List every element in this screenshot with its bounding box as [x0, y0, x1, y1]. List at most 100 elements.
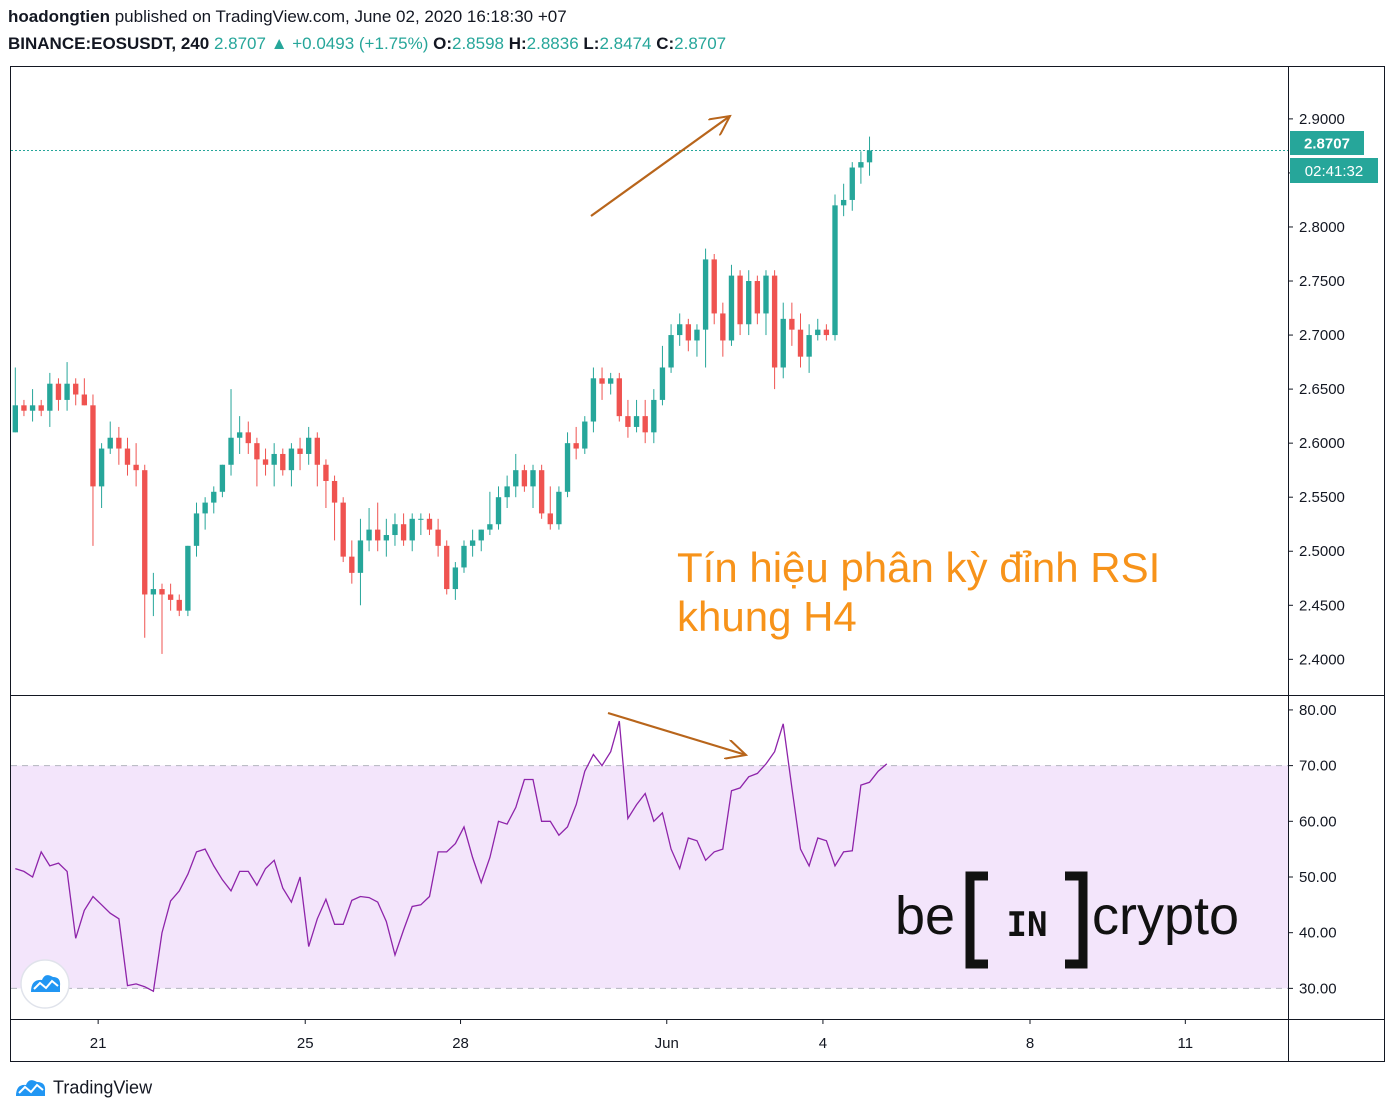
rsi-tick-label: 60.00	[1299, 813, 1337, 830]
candle-body	[780, 318, 786, 368]
candle-body	[64, 383, 70, 400]
rsi-tick-label: 80.00	[1299, 702, 1337, 719]
candle-body	[193, 513, 200, 546]
candle-body	[858, 162, 864, 168]
candle-body	[90, 405, 96, 487]
up-triangle-icon: ▲	[270, 34, 288, 53]
candle-body	[728, 275, 735, 341]
close-value: 2.8707	[674, 34, 727, 53]
low-label: L:	[583, 34, 600, 53]
rsi-tick-label: 50.00	[1299, 869, 1337, 886]
candle-body	[409, 518, 415, 541]
candle-body	[694, 329, 700, 341]
rsi-band	[11, 765, 1288, 989]
price-divergence-arrow[interactable]	[590, 116, 730, 217]
candle-body	[823, 329, 830, 336]
annotation-line-1: Tín hiệu phân kỳ đỉnh RSI	[677, 544, 1160, 591]
candle-body	[538, 470, 545, 514]
candle-body	[107, 437, 113, 449]
candle-body	[737, 275, 743, 325]
candle-body	[159, 589, 165, 595]
candle-body	[219, 464, 226, 492]
candle-body	[789, 318, 795, 330]
close-label: C:	[656, 34, 675, 53]
candle-body	[651, 399, 657, 433]
candle-body	[124, 448, 131, 465]
candle-body	[668, 335, 674, 368]
price-tick-label: 2.6000	[1299, 435, 1345, 452]
candle-body	[659, 367, 666, 400]
candle-body	[366, 529, 372, 541]
candle-body	[280, 453, 286, 471]
candle-body	[556, 491, 562, 525]
candle-body	[685, 324, 692, 341]
published-text: published on TradingView.com, June 02, 2…	[114, 7, 567, 26]
logo-be: be	[895, 886, 955, 946]
countdown-badge	[1290, 158, 1378, 183]
candle-body	[375, 529, 381, 541]
candle-body	[607, 378, 614, 384]
footer-brand[interactable]: TradingView	[53, 1077, 153, 1098]
last-price-badge	[1290, 131, 1364, 155]
candle-body	[478, 529, 484, 541]
candle-body	[590, 378, 597, 422]
candle-body	[564, 443, 571, 492]
candle-body	[400, 524, 407, 541]
candle-body	[357, 540, 364, 573]
candle-body	[142, 470, 148, 595]
candle-body	[245, 432, 251, 444]
price-tick-label: 2.8000	[1299, 219, 1345, 236]
time-tick-label: 8	[1026, 1035, 1034, 1052]
candle-body	[167, 594, 174, 600]
candle-body	[771, 275, 778, 368]
high-label: H:	[508, 34, 527, 53]
candle-body	[797, 329, 804, 357]
author-name[interactable]: hoadongtien	[8, 7, 110, 26]
candle-body	[866, 150, 873, 163]
time-tick-label: 28	[452, 1035, 469, 1052]
price-tick-label: 2.5000	[1299, 543, 1345, 560]
publish-line: hoadongtien published on TradingView.com…	[8, 7, 567, 27]
symbol-label: BINANCE:EOSUSDT, 240	[8, 34, 210, 53]
candle-body	[314, 437, 320, 465]
rsi-axis[interactable]: 80.00 70.00 60.00 50.00 40.00 30.00	[1288, 702, 1337, 997]
candle-body	[21, 405, 27, 411]
price-axis[interactable]: 2.90002.85002.80002.75002.70002.65002.60…	[1288, 111, 1345, 668]
rsi-divergence-arrow[interactable]	[607, 711, 746, 755]
candle-body	[469, 540, 476, 546]
time-tick-label: 25	[297, 1035, 314, 1052]
candle-body	[625, 416, 631, 427]
rsi-tick-label: 70.00	[1299, 758, 1337, 775]
rsi-tick-label: 30.00	[1299, 980, 1337, 997]
candle-body	[849, 167, 855, 200]
candle-body	[349, 556, 355, 573]
price-tick-label: 2.7500	[1299, 273, 1345, 290]
candle-body	[815, 329, 821, 336]
candle-body	[47, 383, 53, 411]
rsi-tick-label: 40.00	[1299, 925, 1337, 942]
candle-body	[444, 545, 450, 590]
candle-body	[236, 432, 243, 438]
candle-body	[702, 259, 709, 330]
candle-body	[297, 448, 303, 454]
last-price: 2.8707	[213, 34, 266, 53]
candle-body	[426, 518, 433, 530]
logo-left-bracket	[965, 871, 988, 969]
tradingview-watermark-button[interactable]	[20, 959, 70, 1009]
candle-body	[746, 281, 752, 325]
candle-body	[116, 437, 122, 449]
candle-body	[840, 199, 847, 206]
candle-body	[254, 443, 260, 460]
price-tick-label: 2.4000	[1299, 651, 1345, 668]
tradingview-logo-icon	[16, 1080, 46, 1096]
price-tick-label: 2.6500	[1299, 381, 1345, 398]
time-axis[interactable]: 21 25 28 Jun 4 8 11	[90, 1019, 1193, 1052]
candle-body	[633, 416, 640, 427]
candle-body	[677, 324, 683, 336]
candle-body	[461, 545, 467, 568]
candle-body	[383, 535, 390, 541]
candle-body	[547, 513, 553, 525]
candle-body	[452, 567, 459, 590]
candle-body	[288, 448, 295, 471]
